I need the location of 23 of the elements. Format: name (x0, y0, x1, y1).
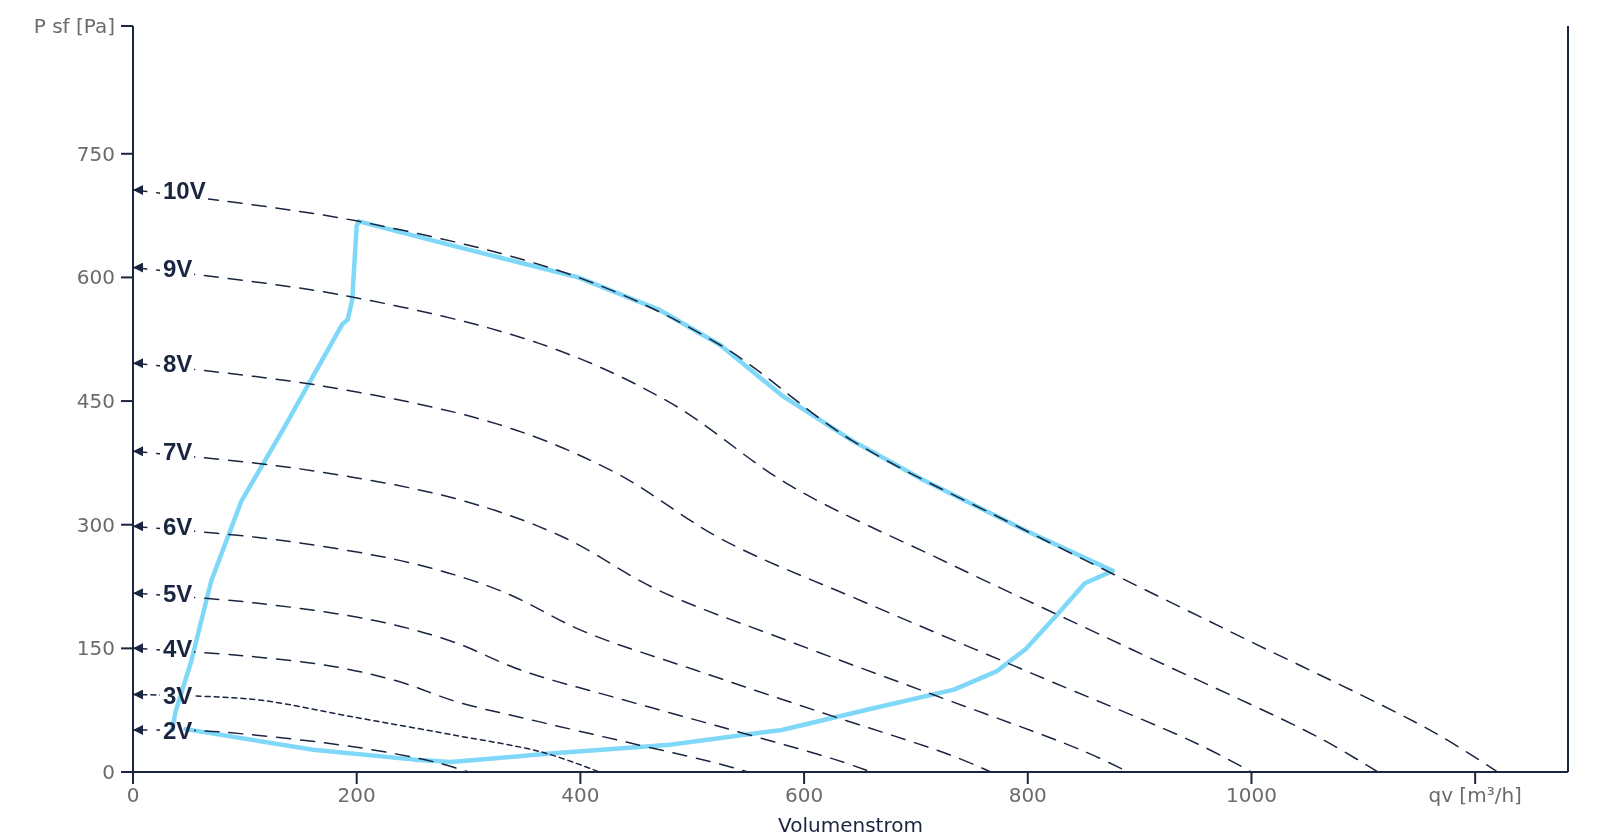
y-tick-label: 150 (76, 636, 115, 661)
series-label: 2V (163, 716, 193, 744)
x-tick-label: 1000 (1226, 783, 1277, 807)
y-tick-label: 600 (76, 265, 115, 290)
x-tick-label: 200 (337, 783, 376, 807)
y-tick-label: 0 (102, 760, 115, 784)
series-label: 9V (163, 254, 193, 282)
series-label: 7V (163, 438, 193, 466)
x-tick-label: qv [m³/h] (1428, 783, 1522, 807)
y-tick-label: 300 (76, 512, 115, 537)
series-label: 6V (163, 513, 193, 541)
series-label: 4V (163, 635, 193, 663)
x-tick-label: 600 (784, 783, 824, 807)
series-label: 10V (163, 177, 206, 205)
x-axis-title: Volumenstrom (778, 813, 923, 837)
x-tick-label: 400 (561, 783, 600, 807)
y-tick-label: P sf [Pa] (33, 14, 115, 38)
x-tick-label: 0 (126, 783, 140, 807)
series-label: 5V (163, 580, 193, 608)
y-tick-label: 450 (76, 389, 115, 414)
y-tick-label: 750 (76, 141, 115, 166)
series-label: 8V (163, 350, 193, 378)
x-tick-label: 800 (1008, 783, 1047, 807)
